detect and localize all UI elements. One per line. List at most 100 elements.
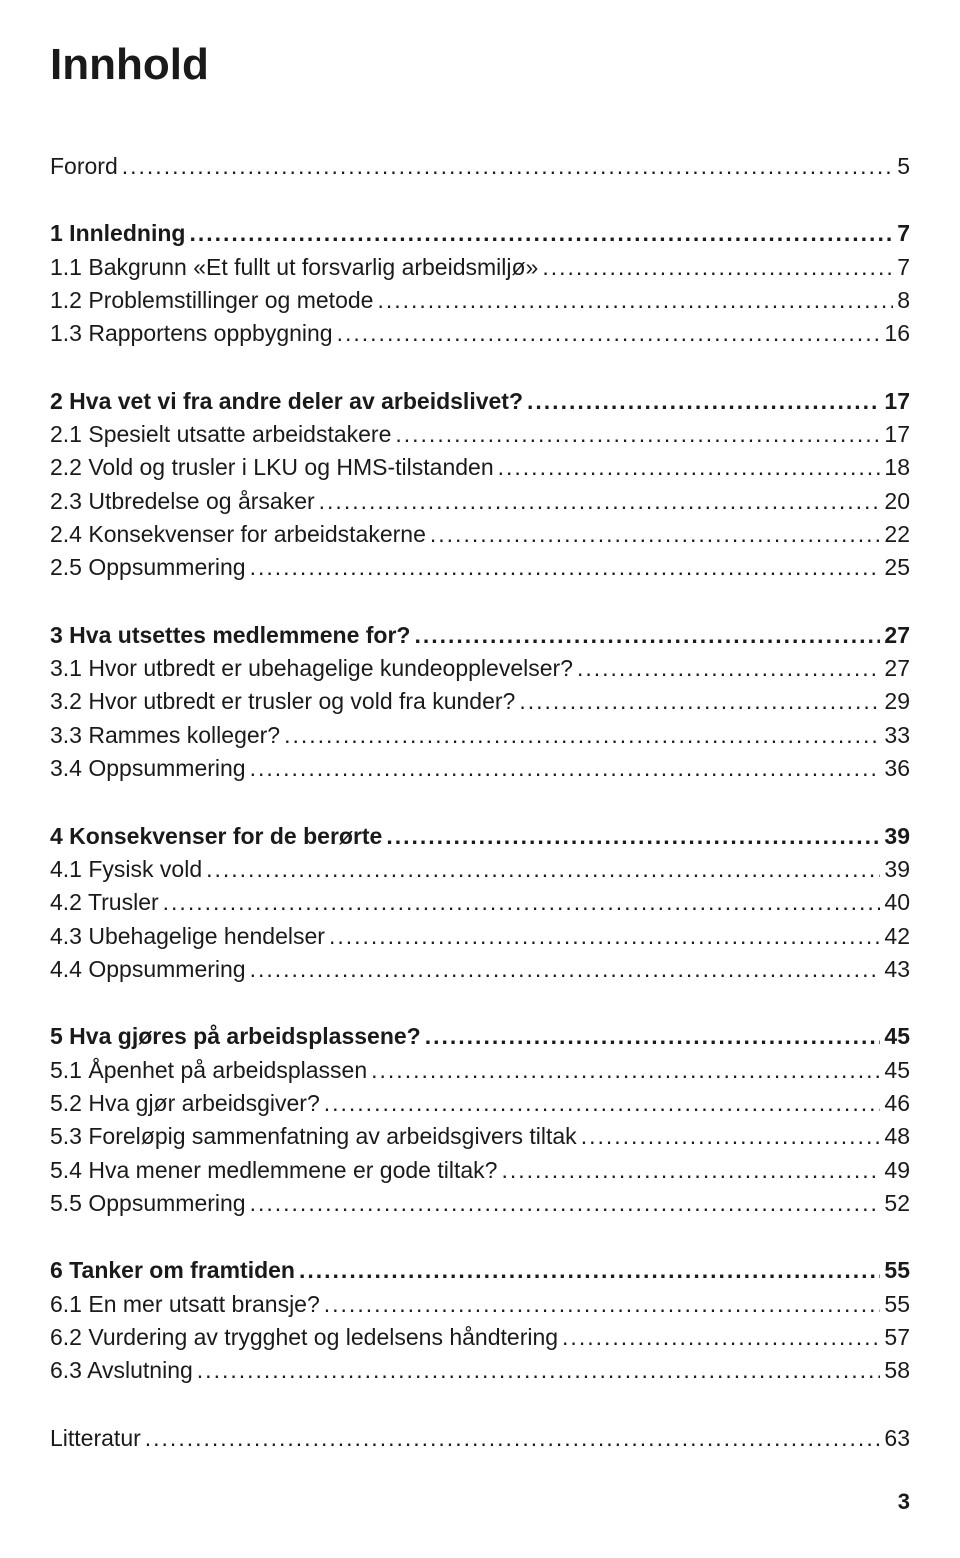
toc-entry-page: 25: [884, 551, 910, 584]
toc-dot-leader: [145, 1422, 881, 1455]
toc-dot-leader: [377, 284, 893, 317]
toc-dot-leader: [498, 451, 881, 484]
toc-entry-label: 1 Innledning: [50, 217, 185, 250]
toc-entry-page: 5: [897, 150, 910, 183]
toc-entry-page: 46: [884, 1087, 910, 1120]
toc-entry-label: 4.2 Trusler: [50, 886, 159, 919]
toc-section: 6 Tanker om framtiden556.1 En mer utsatt…: [50, 1254, 910, 1387]
toc-entry-page: 42: [884, 920, 910, 953]
table-of-contents: Forord 5 1 Innledning 7 1.1 Bakgrunn «Et ful…: [50, 150, 910, 1455]
toc-entry-page: 58: [884, 1354, 910, 1387]
toc-entry: Forord 5: [50, 150, 910, 183]
toc-entry-label: 5 Hva gjøres på arbeidsplassene?: [50, 1020, 421, 1053]
toc-dot-leader: [425, 1020, 881, 1053]
toc-entry: 5.5 Oppsummering 52: [50, 1187, 910, 1220]
toc-dot-leader: [324, 1087, 881, 1120]
toc-entry-label: 6 Tanker om framtiden: [50, 1254, 295, 1287]
toc-entry-page: 22: [884, 518, 910, 551]
toc-dot-leader: [562, 1321, 880, 1354]
toc-entry-page: 17: [884, 418, 910, 451]
toc-section: 3 Hva utsettes medlemmene for? 27 3.1 Hvor…: [50, 619, 910, 786]
toc-section: 5 Hva gjøres på arbeidsplassene?455.1 Åp…: [50, 1020, 910, 1220]
toc-entry: 5.1 Åpenhet på arbeidsplassen 45: [50, 1054, 910, 1087]
toc-entry-label: 2.5 Oppsummering: [50, 551, 246, 584]
toc-entry-label: 1.1 Bakgrunn «Et fullt ut forsvarlig arb…: [50, 251, 538, 284]
toc-entry-page: 55: [884, 1288, 910, 1321]
toc-entry-label: 2 Hva vet vi fra andre deler av arbeidsl…: [50, 385, 523, 418]
toc-entry-page: 45: [884, 1054, 910, 1087]
toc-entry-label: Forord: [50, 150, 118, 183]
toc-entry-label: 3.3 Rammes kolleger?: [50, 719, 280, 752]
toc-entry-page: 49: [884, 1154, 910, 1187]
toc-dot-leader: [577, 652, 880, 685]
toc-entry-page: 52: [884, 1187, 910, 1220]
toc-entry-label: 4.3 Ubehagelige hendelser: [50, 920, 325, 953]
toc-section: 2 Hva vet vi fra andre deler av arbeidsl…: [50, 385, 910, 585]
page-number: 3: [50, 1489, 910, 1515]
toc-entry: 5 Hva gjøres på arbeidsplassene?45: [50, 1020, 910, 1053]
toc-entry-label: 1.2 Problemstillinger og metode: [50, 284, 373, 317]
toc-section: 1 Innledning 7 1.1 Bakgrunn «Et fullt ut f…: [50, 217, 910, 350]
toc-entry: 4.3 Ubehagelige hendelser 42: [50, 920, 910, 953]
toc-entry: 2.2 Vold og trusler i LKU og HMS-tilstan…: [50, 451, 910, 484]
page-title: Innhold: [50, 40, 910, 90]
toc-dot-leader: [519, 685, 880, 718]
toc-entry: 5.2 Hva gjør arbeidsgiver?46: [50, 1087, 910, 1120]
toc-entry: 1 Innledning 7: [50, 217, 910, 250]
toc-entry-page: 29: [884, 685, 910, 718]
toc-entry: 6.1 En mer utsatt bransje? 55: [50, 1288, 910, 1321]
toc-entry: 3.3 Rammes kolleger?33: [50, 719, 910, 752]
toc-entry: 6.3 Avslutning 58: [50, 1354, 910, 1387]
toc-entry-page: 36: [884, 752, 910, 785]
toc-entry-label: 5.1 Åpenhet på arbeidsplassen: [50, 1054, 367, 1087]
toc-entry-label: 6.1 En mer utsatt bransje?: [50, 1288, 320, 1321]
toc-entry-page: 43: [884, 953, 910, 986]
toc-entry-label: 3.4 Oppsummering: [50, 752, 246, 785]
toc-section: 4 Konsekvenser for de berørte 394.1 Fysis…: [50, 820, 910, 987]
toc-dot-leader: [501, 1154, 880, 1187]
toc-entry-label: 3.1 Hvor utbredt er ubehagelige kundeopp…: [50, 652, 573, 685]
toc-entry: 3.4 Oppsummering 36: [50, 752, 910, 785]
toc-dot-leader: [250, 1187, 881, 1220]
toc-entry-label: 5.4 Hva mener medlemmene er gode tiltak?: [50, 1154, 497, 1187]
toc-entry: 6.2 Vurdering av trygghet og ledelsens h…: [50, 1321, 910, 1354]
toc-dot-leader: [197, 1354, 881, 1387]
toc-entry: 3 Hva utsettes medlemmene for? 27: [50, 619, 910, 652]
toc-entry-label: 6.2 Vurdering av trygghet og ledelsens h…: [50, 1321, 558, 1354]
toc-entry-page: 48: [884, 1120, 910, 1153]
toc-entry-page: 20: [884, 485, 910, 518]
toc-entry-page: 17: [884, 385, 910, 418]
toc-entry-label: 4.4 Oppsummering: [50, 953, 246, 986]
toc-dot-leader: [206, 853, 880, 886]
toc-section: Litteratur63: [50, 1422, 910, 1455]
toc-entry-label: 2.1 Spesielt utsatte arbeidstakere: [50, 418, 391, 451]
toc-entry: 1.2 Problemstillinger og metode8: [50, 284, 910, 317]
toc-section: Forord 5: [50, 150, 910, 183]
toc-entry-label: 4 Konsekvenser for de berørte: [50, 820, 382, 853]
toc-entry: 1.1 Bakgrunn «Et fullt ut forsvarlig arb…: [50, 251, 910, 284]
toc-entry-page: 27: [884, 619, 910, 652]
toc-entry-label: 3 Hva utsettes medlemmene for?: [50, 619, 410, 652]
toc-entry-page: 57: [884, 1321, 910, 1354]
toc-entry: 2 Hva vet vi fra andre deler av arbeidsl…: [50, 385, 910, 418]
toc-dot-leader: [324, 1288, 881, 1321]
toc-entry: 2.4 Konsekvenser for arbeidstakerne 22: [50, 518, 910, 551]
toc-dot-leader: [299, 1254, 880, 1287]
toc-entry: 3.1 Hvor utbredt er ubehagelige kundeopp…: [50, 652, 910, 685]
toc-dot-leader: [337, 317, 881, 350]
toc-entry-page: 7: [897, 217, 910, 250]
toc-entry-label: 6.3 Avslutning: [50, 1354, 193, 1387]
toc-dot-leader: [395, 418, 880, 451]
toc-entry-label: 1.3 Rapportens oppbygning: [50, 317, 333, 350]
toc-entry: 5.4 Hva mener medlemmene er gode tiltak?…: [50, 1154, 910, 1187]
toc-dot-leader: [581, 1120, 881, 1153]
toc-entry-label: 2.4 Konsekvenser for arbeidstakerne: [50, 518, 426, 551]
toc-entry: 4.1 Fysisk vold39: [50, 853, 910, 886]
toc-entry: 2.1 Spesielt utsatte arbeidstakere 17: [50, 418, 910, 451]
toc-dot-leader: [386, 820, 880, 853]
toc-entry-label: 2.3 Utbredelse og årsaker: [50, 485, 315, 518]
toc-entry-page: 39: [884, 820, 910, 853]
toc-entry-label: 5.5 Oppsummering: [50, 1187, 246, 1220]
toc-entry-page: 39: [884, 853, 910, 886]
toc-dot-leader: [319, 485, 881, 518]
